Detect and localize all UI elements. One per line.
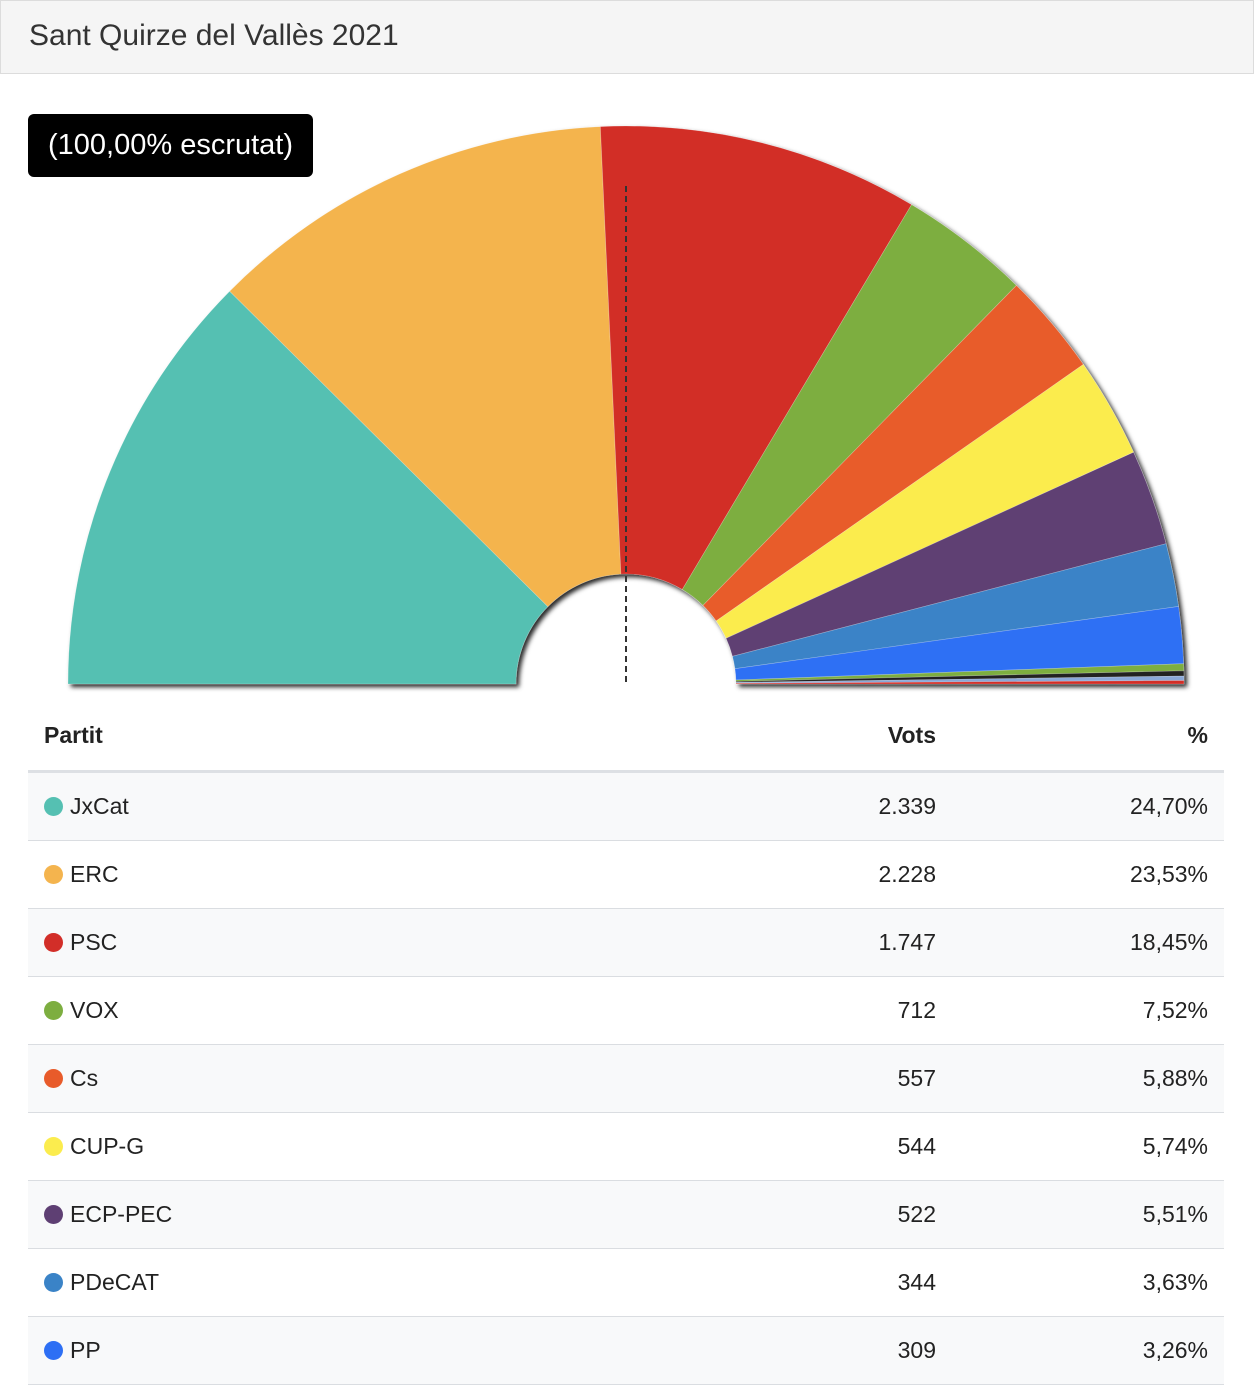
- table-row: JxCat 2.339 24,70%: [28, 771, 1224, 841]
- party-cell: PP: [28, 1316, 700, 1385]
- votes-cell: 557: [700, 1044, 952, 1113]
- page-title: Sant Quirze del Vallès 2021: [29, 19, 399, 52]
- scrutiny-badge: (100,00% escrutat): [28, 114, 314, 177]
- party-name: PSC: [70, 929, 118, 955]
- party-cell: JxCat: [28, 771, 700, 841]
- party-color-dot: [44, 933, 63, 952]
- party-name: VOX: [70, 997, 119, 1023]
- votes-cell: 544: [700, 1112, 952, 1181]
- header-bar: Sant Quirze del Vallès 2021: [0, 0, 1254, 74]
- party-name: JxCat: [70, 793, 129, 819]
- pct-cell: 23,53%: [952, 840, 1224, 909]
- table-header-row: Partit Vots %: [28, 700, 1224, 773]
- party-color-dot: [44, 1001, 63, 1020]
- table-body: JxCat 2.339 24,70% ERC 2.228 23,53% PSC 1.747 18…: [28, 771, 1224, 1385]
- votes-cell: 522: [700, 1180, 952, 1249]
- party-name: ECP-PEC: [70, 1201, 173, 1227]
- table-row: PDeCAT 344 3,63%: [28, 1248, 1224, 1317]
- pct-cell: 5,74%: [952, 1112, 1224, 1181]
- party-color-dot: [44, 797, 63, 816]
- party-name: PP: [70, 1337, 101, 1363]
- header-party: Partit: [28, 700, 700, 773]
- hemicycle-chart: [0, 74, 1256, 714]
- party-cell: PSC: [28, 908, 700, 977]
- party-color-dot: [44, 1205, 63, 1224]
- pct-cell: 5,88%: [952, 1044, 1224, 1113]
- party-name: PDeCAT: [70, 1269, 160, 1295]
- hemicycle-svg: [67, 125, 1185, 685]
- table-row: VOX 712 7,52%: [28, 976, 1224, 1045]
- party-cell: Cs: [28, 1044, 700, 1113]
- slice-erc[interactable]: [229, 126, 622, 607]
- party-color-dot: [44, 1341, 63, 1360]
- slice-other-12[interactable]: [735, 680, 1185, 685]
- pct-cell: 7,52%: [952, 976, 1224, 1045]
- party-name: CUP-G: [70, 1133, 145, 1159]
- table-row: PSC 1.747 18,45%: [28, 908, 1224, 977]
- party-color-dot: [44, 1273, 63, 1292]
- pct-cell: 24,70%: [952, 771, 1224, 841]
- votes-cell: 2.228: [700, 840, 952, 909]
- header-pct: %: [952, 700, 1224, 773]
- votes-cell: 712: [700, 976, 952, 1045]
- slice-psc[interactable]: [600, 125, 913, 590]
- party-name: ERC: [70, 861, 119, 887]
- party-cell: ERC: [28, 840, 700, 909]
- table-row: Cs 557 5,88%: [28, 1044, 1224, 1113]
- table-row: ECP-PEC 522 5,51%: [28, 1180, 1224, 1249]
- table-row: ERC 2.228 23,53%: [28, 840, 1224, 909]
- votes-cell: 344: [700, 1248, 952, 1317]
- pct-cell: 3,26%: [952, 1316, 1224, 1385]
- pct-cell: 18,45%: [952, 908, 1224, 977]
- pct-cell: 5,51%: [952, 1180, 1224, 1249]
- votes-cell: 2.339: [700, 771, 952, 841]
- party-cell: PDeCAT: [28, 1248, 700, 1317]
- party-color-dot: [44, 1137, 63, 1156]
- header-votes: Vots: [700, 700, 952, 773]
- party-cell: CUP-G: [28, 1112, 700, 1181]
- slice-group: [67, 125, 1185, 685]
- party-cell: ECP-PEC: [28, 1180, 700, 1249]
- votes-cell: 1.747: [700, 908, 952, 977]
- pct-cell: 3,63%: [952, 1248, 1224, 1317]
- party-name: Cs: [70, 1065, 99, 1091]
- table-row: CUP-G 544 5,74%: [28, 1112, 1224, 1181]
- results-table: Partit Vots % JxCat 2.339 24,70% ERC 2.228 23…: [28, 700, 1224, 1385]
- votes-cell: 309: [700, 1316, 952, 1385]
- party-color-dot: [44, 1069, 63, 1088]
- party-cell: VOX: [28, 976, 700, 1045]
- slice-jxcat[interactable]: [67, 290, 549, 685]
- table-row: PP 309 3,26%: [28, 1316, 1224, 1385]
- party-color-dot: [44, 865, 63, 884]
